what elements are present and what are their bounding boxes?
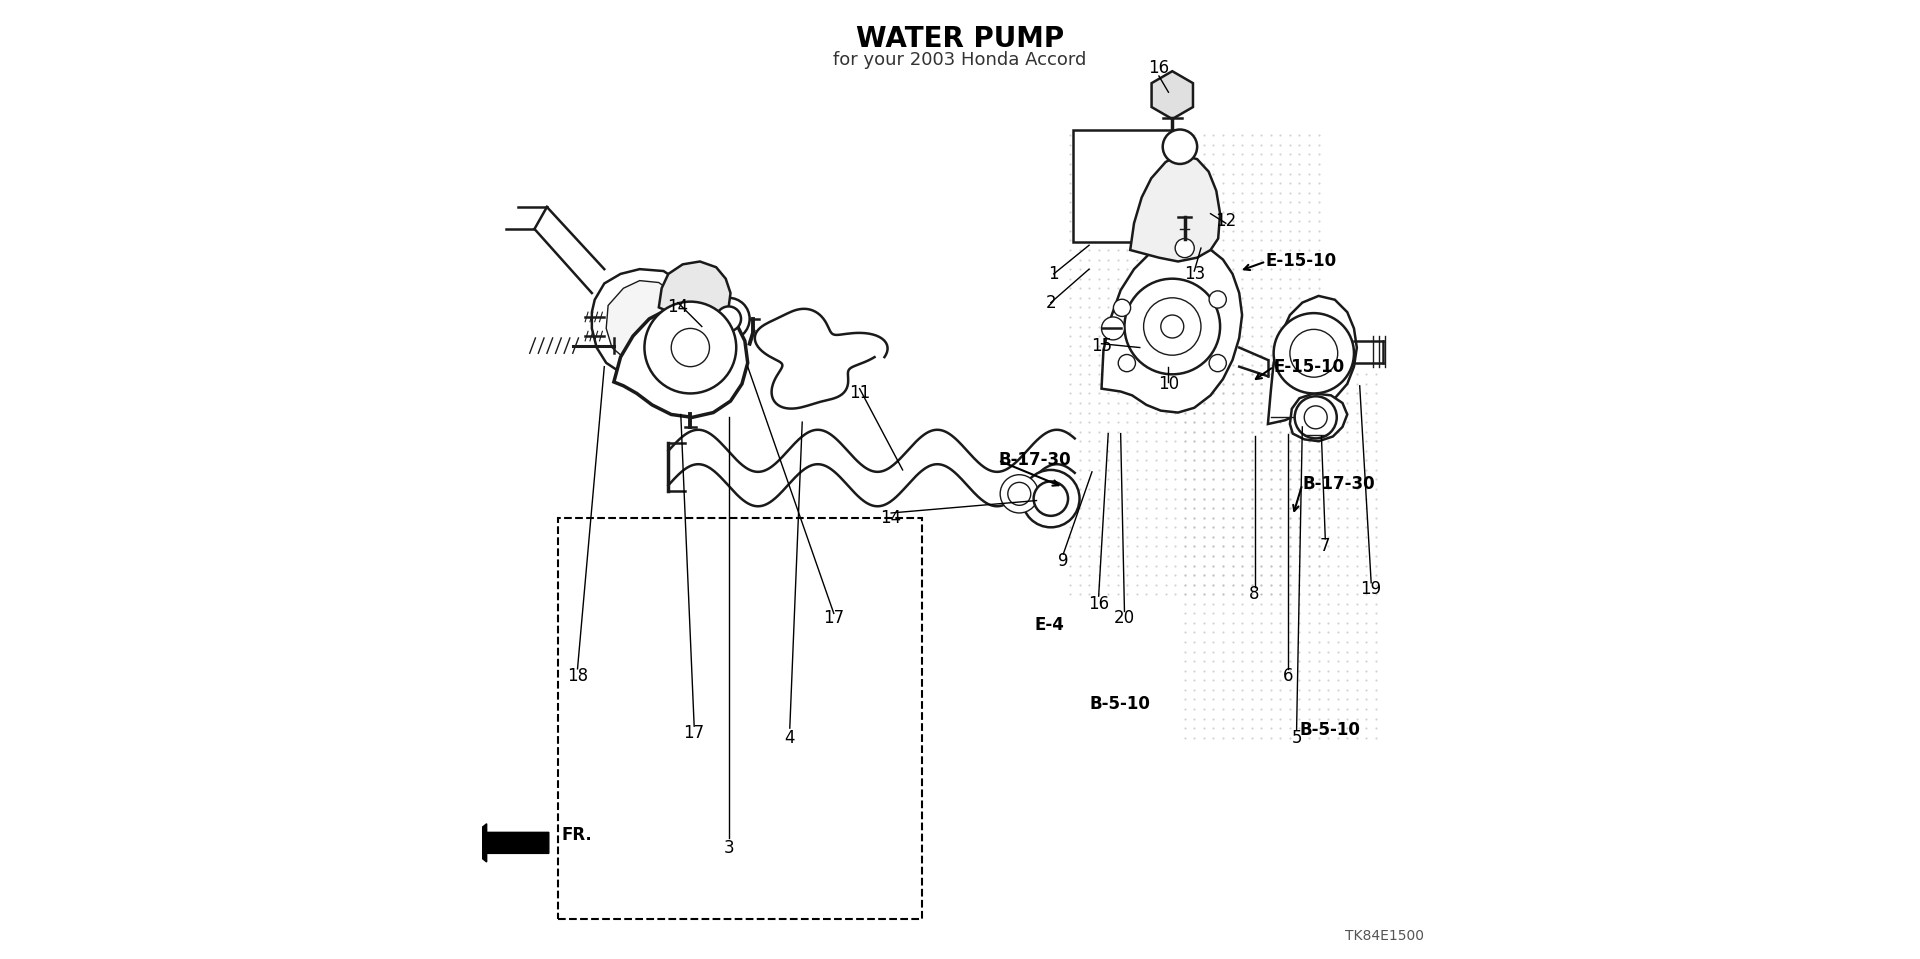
Text: 13: 13 bbox=[1183, 265, 1206, 283]
Text: 3: 3 bbox=[724, 839, 733, 856]
Text: for your 2003 Honda Accord: for your 2003 Honda Accord bbox=[833, 51, 1087, 69]
Text: B-17-30: B-17-30 bbox=[1302, 476, 1375, 493]
Text: 6: 6 bbox=[1283, 667, 1294, 685]
Text: TK84E1500: TK84E1500 bbox=[1344, 929, 1425, 944]
Polygon shape bbox=[659, 262, 730, 318]
Text: E-15-10: E-15-10 bbox=[1273, 358, 1344, 376]
Text: 7: 7 bbox=[1321, 537, 1331, 555]
Polygon shape bbox=[607, 281, 682, 361]
Text: 18: 18 bbox=[566, 667, 588, 685]
Text: 14: 14 bbox=[668, 298, 689, 316]
Polygon shape bbox=[1102, 243, 1242, 412]
Text: 19: 19 bbox=[1361, 580, 1382, 598]
Circle shape bbox=[1210, 291, 1227, 308]
Circle shape bbox=[645, 302, 735, 393]
Circle shape bbox=[1125, 279, 1219, 374]
Polygon shape bbox=[591, 269, 693, 374]
Circle shape bbox=[1102, 316, 1125, 339]
Polygon shape bbox=[1131, 154, 1219, 262]
Text: WATER PUMP: WATER PUMP bbox=[856, 25, 1064, 54]
Circle shape bbox=[1033, 481, 1068, 516]
Text: 17: 17 bbox=[824, 609, 845, 627]
Text: B-17-30: B-17-30 bbox=[998, 452, 1071, 469]
Text: 15: 15 bbox=[1091, 337, 1112, 355]
Polygon shape bbox=[1152, 71, 1192, 119]
Circle shape bbox=[1117, 355, 1135, 372]
Circle shape bbox=[1290, 329, 1338, 377]
Circle shape bbox=[1021, 470, 1079, 527]
Text: 17: 17 bbox=[684, 724, 705, 742]
Text: 20: 20 bbox=[1114, 609, 1135, 627]
Circle shape bbox=[1210, 355, 1227, 372]
Circle shape bbox=[1114, 299, 1131, 316]
Polygon shape bbox=[1290, 393, 1348, 441]
Text: 14: 14 bbox=[881, 508, 902, 526]
Text: 10: 10 bbox=[1158, 375, 1179, 393]
Text: 1: 1 bbox=[1048, 265, 1060, 283]
Polygon shape bbox=[614, 303, 747, 417]
Circle shape bbox=[708, 298, 749, 339]
Bar bbox=[1073, 129, 1179, 243]
Circle shape bbox=[1144, 298, 1202, 355]
Circle shape bbox=[1294, 396, 1336, 438]
Circle shape bbox=[1175, 239, 1194, 258]
Text: 8: 8 bbox=[1250, 585, 1260, 603]
Circle shape bbox=[1162, 315, 1185, 338]
Text: 9: 9 bbox=[1058, 551, 1069, 570]
Circle shape bbox=[1304, 406, 1327, 429]
Text: 11: 11 bbox=[849, 385, 870, 403]
Text: FR.: FR. bbox=[561, 827, 591, 844]
Text: B-5-10: B-5-10 bbox=[1300, 721, 1361, 739]
Circle shape bbox=[1000, 475, 1039, 513]
Polygon shape bbox=[1267, 296, 1357, 424]
Text: B-5-10: B-5-10 bbox=[1089, 695, 1150, 713]
Text: 5: 5 bbox=[1292, 729, 1302, 747]
Text: 4: 4 bbox=[785, 729, 795, 747]
Text: E-15-10: E-15-10 bbox=[1265, 252, 1336, 270]
Circle shape bbox=[716, 307, 741, 331]
Text: E-4: E-4 bbox=[1035, 616, 1064, 634]
Text: 12: 12 bbox=[1215, 212, 1236, 230]
Bar bbox=[559, 518, 922, 920]
Circle shape bbox=[1164, 129, 1198, 164]
FancyArrow shape bbox=[463, 824, 549, 862]
Circle shape bbox=[1273, 314, 1354, 393]
Text: 2: 2 bbox=[1046, 293, 1056, 312]
Text: 16: 16 bbox=[1148, 59, 1169, 78]
Circle shape bbox=[672, 328, 710, 366]
Circle shape bbox=[1008, 482, 1031, 505]
Text: 16: 16 bbox=[1089, 595, 1110, 613]
